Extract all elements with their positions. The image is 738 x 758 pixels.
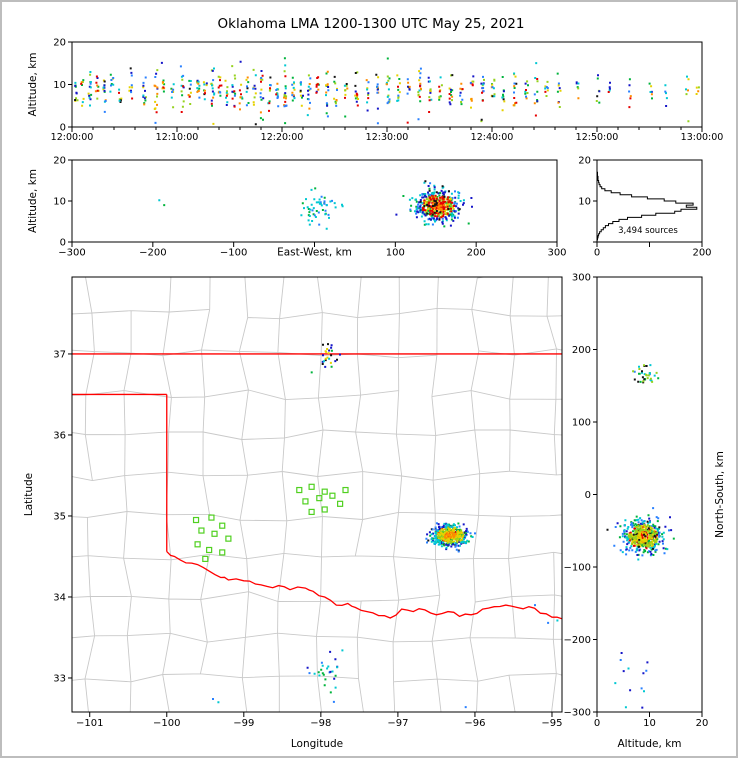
svg-text:33: 33 bbox=[53, 673, 66, 684]
station-square-icon bbox=[219, 522, 226, 529]
svg-text:12:30:00: 12:30:00 bbox=[366, 132, 409, 143]
svg-text:200: 200 bbox=[572, 345, 591, 356]
svg-text:−101: −101 bbox=[76, 718, 103, 729]
svg-text:100: 100 bbox=[572, 418, 591, 429]
station-square-icon bbox=[225, 535, 232, 542]
station-square-icon bbox=[321, 488, 328, 495]
station-square-icon bbox=[321, 506, 328, 513]
svg-text:12:40:00: 12:40:00 bbox=[471, 132, 514, 143]
station-square-icon bbox=[302, 498, 309, 505]
svg-text:13:00:00: 13:00:00 bbox=[681, 132, 724, 143]
svg-text:12:00:00: 12:00:00 bbox=[51, 132, 94, 143]
station-square-icon bbox=[316, 495, 323, 502]
county-boundaries bbox=[72, 277, 562, 712]
svg-text:−100: −100 bbox=[564, 563, 591, 574]
svg-text:12:20:00: 12:20:00 bbox=[261, 132, 304, 143]
svg-text:10: 10 bbox=[643, 718, 656, 729]
station-square-icon bbox=[219, 549, 226, 556]
ns-panel-ylabel: North-South, km bbox=[714, 451, 726, 538]
station-square-icon bbox=[337, 500, 344, 507]
station-square-icon bbox=[342, 486, 349, 494]
svg-text:20: 20 bbox=[53, 38, 66, 49]
svg-text:35: 35 bbox=[53, 511, 66, 522]
svg-text:0: 0 bbox=[594, 248, 600, 259]
svg-text:−97: −97 bbox=[387, 718, 408, 729]
station-square-icon bbox=[296, 486, 303, 494]
svg-text:0: 0 bbox=[594, 718, 600, 729]
svg-text:−100: −100 bbox=[153, 718, 180, 729]
svg-text:−99: −99 bbox=[233, 718, 254, 729]
svg-text:−98: −98 bbox=[310, 718, 331, 729]
svg-text:0: 0 bbox=[60, 238, 66, 249]
svg-text:−100: −100 bbox=[220, 248, 247, 259]
ew-height-panel: −300 −200 −100 100 200 300 0 10 20 bbox=[53, 156, 566, 259]
map-panel-xlabel: Longitude bbox=[291, 738, 343, 750]
svg-text:200: 200 bbox=[692, 248, 711, 259]
svg-text:−200: −200 bbox=[139, 248, 166, 259]
svg-text:−300: −300 bbox=[564, 708, 591, 719]
station-square-icon bbox=[198, 527, 205, 534]
svg-text:34: 34 bbox=[53, 592, 66, 603]
station-square-icon bbox=[329, 492, 336, 499]
svg-text:10: 10 bbox=[53, 80, 66, 91]
svg-text:−96: −96 bbox=[464, 718, 485, 729]
svg-text:36: 36 bbox=[53, 430, 66, 441]
svg-text:300: 300 bbox=[547, 248, 566, 259]
svg-text:100: 100 bbox=[386, 248, 405, 259]
time-panel-ylabel: Altitude, km bbox=[27, 52, 39, 116]
ns-panel-xlabel: Altitude, km bbox=[617, 738, 681, 750]
station-square-icon bbox=[206, 546, 213, 554]
svg-text:−300: −300 bbox=[58, 248, 85, 259]
svg-text:0: 0 bbox=[60, 123, 66, 134]
svg-text:20: 20 bbox=[578, 156, 591, 167]
time-height-panel: 12:00:00 12:10:00 12:20:00 12:30:00 12:40:00… bbox=[51, 38, 724, 144]
altitude-histogram-panel: 0 200 10 20 bbox=[578, 156, 711, 259]
station-square-icon bbox=[194, 541, 201, 548]
state-border-oklahoma bbox=[72, 353, 562, 620]
station-square-icon bbox=[308, 483, 315, 490]
svg-text:−200: −200 bbox=[564, 635, 591, 646]
svg-text:0: 0 bbox=[585, 490, 591, 501]
svg-text:12:10:00: 12:10:00 bbox=[156, 132, 199, 143]
map-panel: −101 −100 −99 −98 −97 −96 −95 33 34 35 36 37 bbox=[53, 276, 563, 729]
ew-panel-ylabel: Altitude, km bbox=[27, 169, 39, 233]
station-square-icon bbox=[202, 555, 209, 562]
svg-text:10: 10 bbox=[578, 197, 591, 208]
station-square-icon bbox=[192, 516, 200, 524]
map-panel-ylabel: Latitude bbox=[23, 473, 35, 516]
svg-text:20: 20 bbox=[53, 156, 66, 167]
svg-text:200: 200 bbox=[467, 248, 486, 259]
ns-height-panel: 0 10 20 300 200 100 0 −100 −200 −300 bbox=[564, 273, 709, 730]
source-count-annotation: 3,494 sources bbox=[618, 226, 678, 236]
svg-text:37: 37 bbox=[53, 349, 66, 360]
station-square-icon bbox=[208, 514, 215, 521]
station-square-icon bbox=[211, 530, 218, 537]
svg-text:12:50:00: 12:50:00 bbox=[576, 132, 619, 143]
svg-text:10: 10 bbox=[53, 197, 66, 208]
svg-text:300: 300 bbox=[572, 273, 591, 284]
svg-text:−95: −95 bbox=[541, 718, 562, 729]
ew-panel-xlabel: East-West, km bbox=[277, 247, 352, 259]
svg-text:20: 20 bbox=[696, 718, 709, 729]
figure-title: Oklahoma LMA 1200-1300 UTC May 25, 2021 bbox=[218, 16, 525, 32]
station-square-icon bbox=[308, 508, 315, 516]
lma-station-markers bbox=[192, 483, 349, 562]
